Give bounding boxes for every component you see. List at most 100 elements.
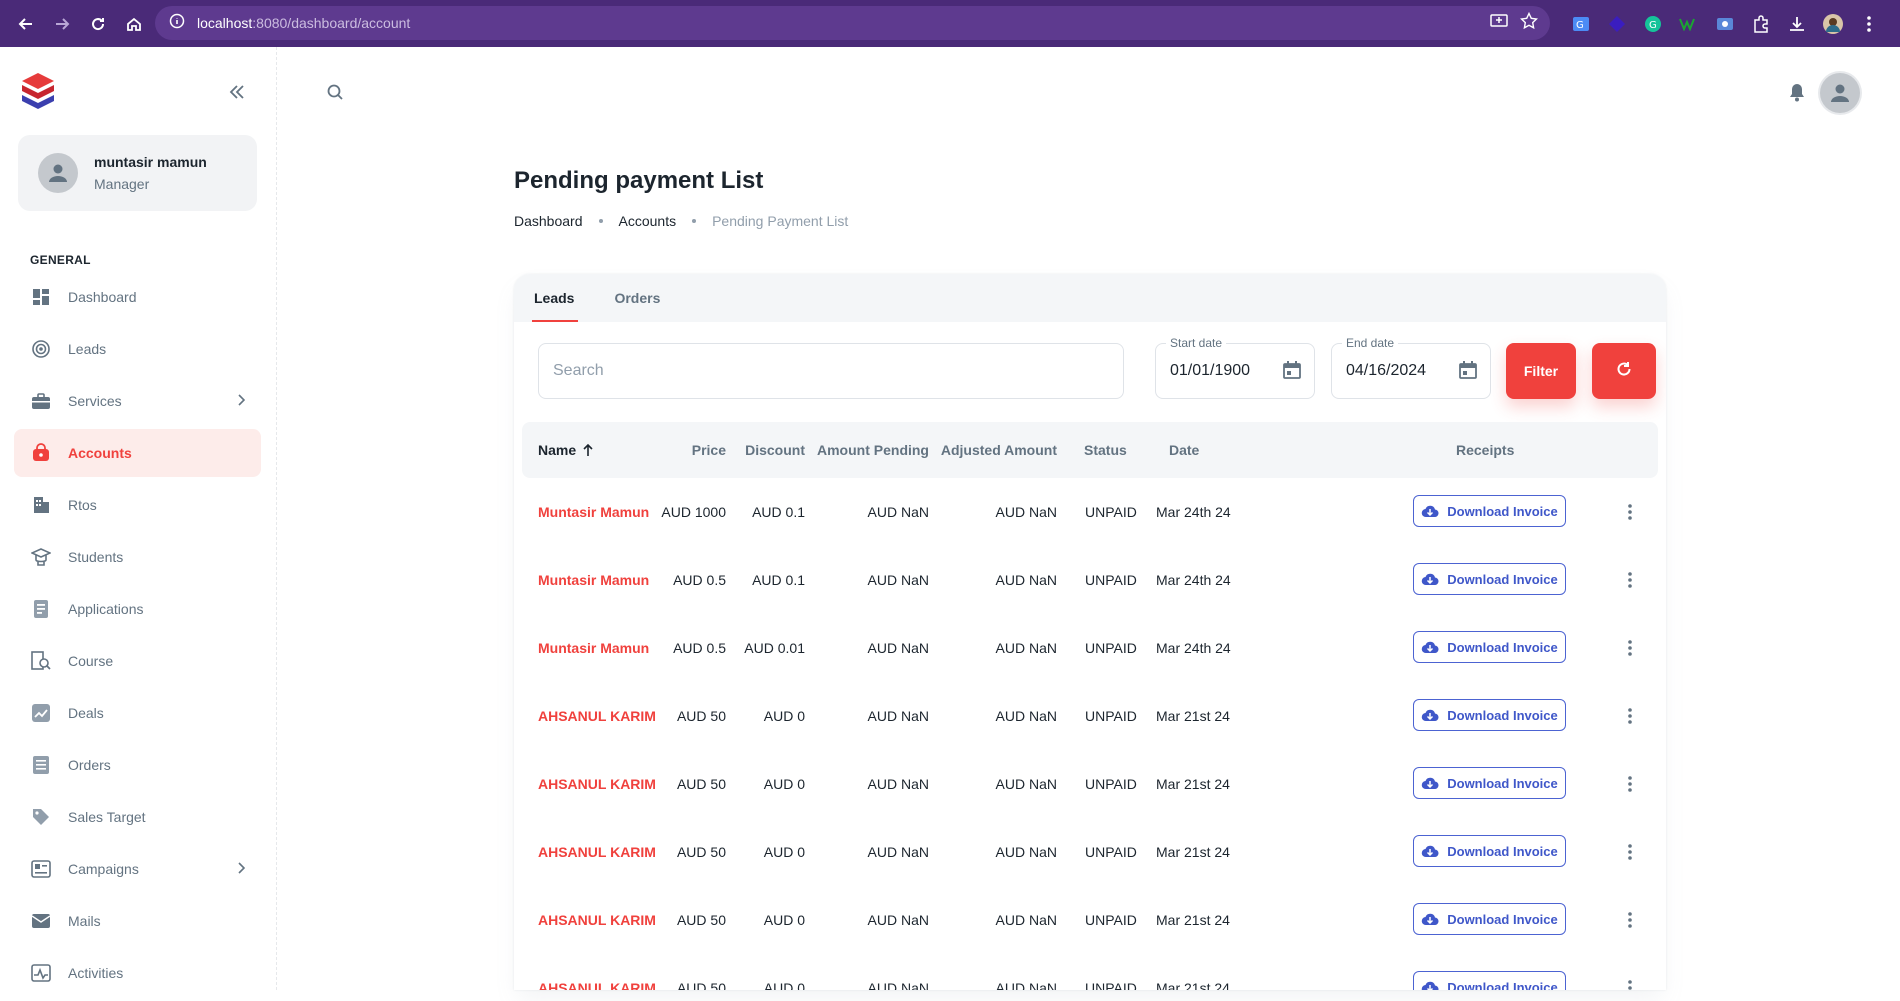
sidebar-item-campaigns[interactable]: Campaigns (14, 845, 261, 893)
chevron-right-icon (237, 861, 246, 879)
lead-name-link[interactable]: AHSANUL KARIM (538, 912, 656, 928)
wappalyzer-extension-icon[interactable] (1676, 11, 1702, 37)
grammarly-extension-icon[interactable]: G (1640, 11, 1666, 37)
table-row: AHSANUL KARIM AUD 50 AUD 0 AUD NaN AUD N… (522, 954, 1658, 990)
lead-name-link[interactable]: Muntasir Mamun (538, 640, 650, 656)
cast-icon[interactable] (1490, 13, 1508, 34)
tab-orders[interactable]: Orders (614, 290, 661, 306)
more-actions-icon[interactable] (1620, 774, 1640, 794)
forward-icon[interactable] (44, 6, 80, 42)
menu-dots-icon[interactable] (1856, 11, 1882, 37)
screen-extension-icon[interactable] (1712, 11, 1738, 37)
lead-name-link[interactable]: Muntasir Mamun (538, 572, 650, 588)
sidebar-item-label: Students (68, 549, 124, 565)
lead-name-link[interactable]: AHSANUL KARIM (538, 776, 656, 792)
site-info-icon[interactable] (169, 13, 185, 34)
download-invoice-button[interactable]: Download Invoice (1413, 971, 1566, 990)
search-input[interactable]: Search (538, 343, 1124, 399)
translate-extension-icon[interactable]: G (1568, 11, 1594, 37)
cloud-download-icon (1421, 776, 1439, 790)
app-logo[interactable] (20, 71, 56, 111)
column-header-amount-pending[interactable]: Amount Pending (817, 442, 929, 458)
cloud-download-icon (1421, 844, 1439, 858)
notification-bell-icon[interactable] (1788, 82, 1806, 107)
download-invoice-button[interactable]: Download Invoice (1413, 631, 1566, 663)
filter-button[interactable]: Filter (1506, 343, 1576, 399)
start-date-field[interactable]: Start date 01/01/1900 (1155, 336, 1315, 399)
search-icon[interactable] (326, 83, 344, 106)
tab-leads[interactable]: Leads (531, 274, 579, 322)
lead-name-link[interactable]: AHSANUL KARIM (538, 844, 656, 860)
more-actions-icon[interactable] (1620, 842, 1640, 862)
star-icon[interactable] (1519, 11, 1539, 35)
column-header-status[interactable]: Status (1084, 442, 1127, 458)
end-date-value: 04/16/2024 (1346, 362, 1427, 379)
breadcrumb-dashboard[interactable]: Dashboard (514, 213, 583, 229)
column-header-date[interactable]: Date (1169, 442, 1200, 458)
mail-icon (30, 910, 52, 932)
sidebar-item-rtos[interactable]: Rtos (14, 481, 261, 529)
discount-cell: AUD 0.01 (744, 640, 805, 656)
download-invoice-button[interactable]: Download Invoice (1413, 495, 1566, 527)
more-actions-icon[interactable] (1620, 910, 1640, 930)
more-actions-icon[interactable] (1620, 570, 1640, 590)
date-cell: Mar 21st 24 (1156, 708, 1230, 724)
reload-icon[interactable] (80, 6, 116, 42)
more-actions-icon[interactable] (1620, 638, 1640, 658)
download-invoice-button[interactable]: Download Invoice (1413, 767, 1566, 799)
column-header-receipts[interactable]: Receipts (1456, 442, 1515, 458)
more-actions-icon[interactable] (1620, 978, 1640, 990)
account-avatar[interactable] (1820, 73, 1860, 113)
lead-name-link[interactable]: AHSANUL KARIM (538, 980, 656, 990)
adjusted-amount-cell: AUD NaN (995, 912, 1057, 928)
home-icon[interactable] (116, 6, 152, 42)
chevron-right-icon (237, 393, 246, 411)
profile-avatar-icon[interactable] (1820, 11, 1846, 37)
column-header-discount[interactable]: Discount (745, 442, 805, 458)
puzzle-extension-icon[interactable] (1748, 11, 1774, 37)
sidebar-item-mails[interactable]: Mails (14, 897, 261, 945)
download-invoice-button[interactable]: Download Invoice (1413, 835, 1566, 867)
download-invoice-button[interactable]: Download Invoice (1413, 563, 1566, 595)
price-cell: AUD 0.5 (673, 572, 726, 588)
more-actions-icon[interactable] (1620, 502, 1640, 522)
user-card[interactable]: muntasir mamun Manager (18, 135, 257, 211)
filter-bar: Search Start date 01/01/1900 End date 04… (538, 336, 1656, 399)
breadcrumb-accounts[interactable]: Accounts (618, 213, 677, 229)
sidebar-item-orders[interactable]: Orders (14, 741, 261, 789)
download-invoice-button[interactable]: Download Invoice (1413, 903, 1566, 935)
sidebar-item-course[interactable]: Course (14, 637, 261, 685)
column-header-price[interactable]: Price (691, 442, 726, 458)
collapse-sidebar-icon[interactable] (225, 80, 249, 104)
sidebar-item-sales-target[interactable]: Sales Target (14, 793, 261, 841)
back-icon[interactable] (8, 6, 44, 42)
price-cell: AUD 0.5 (673, 640, 726, 656)
sidebar-item-activities[interactable]: Activities (14, 949, 261, 997)
diamond-extension-icon[interactable] (1604, 11, 1630, 37)
address-bar[interactable]: localhost:8080/dashboard/account (155, 6, 1550, 40)
column-header-name[interactable]: Name (538, 422, 594, 478)
more-actions-icon[interactable] (1620, 706, 1640, 726)
lead-name-link[interactable]: AHSANUL KARIM (538, 708, 656, 724)
sidebar-item-students[interactable]: Students (14, 533, 261, 581)
sidebar-item-deals[interactable]: Deals (14, 689, 261, 737)
sidebar-item-services[interactable]: Services (14, 377, 261, 425)
discount-cell: AUD 0 (763, 708, 805, 724)
calendar-icon[interactable] (1282, 360, 1302, 385)
calendar-icon[interactable] (1458, 360, 1478, 385)
sidebar-item-leads[interactable]: Leads (14, 325, 261, 373)
lead-name-link[interactable]: Muntasir Mamun (538, 504, 650, 520)
breadcrumb-separator (598, 219, 603, 223)
discount-cell: AUD 0 (763, 980, 805, 990)
reset-button[interactable] (1592, 343, 1656, 399)
column-header-adjusted-amount[interactable]: Adjusted Amount (940, 442, 1057, 458)
sidebar-item-accounts[interactable]: Accounts (14, 429, 261, 477)
download-icon[interactable] (1784, 11, 1810, 37)
table-row: AHSANUL KARIM AUD 50 AUD 0 AUD NaN AUD N… (522, 886, 1658, 954)
sidebar-item-applications[interactable]: Applications (14, 585, 261, 633)
status-cell: UNPAID (1085, 708, 1137, 724)
sidebar-item-label: Campaigns (68, 861, 139, 877)
end-date-field[interactable]: End date 04/16/2024 (1331, 336, 1491, 399)
download-invoice-button[interactable]: Download Invoice (1413, 699, 1566, 731)
sidebar-item-dashboard[interactable]: Dashboard (14, 273, 261, 321)
